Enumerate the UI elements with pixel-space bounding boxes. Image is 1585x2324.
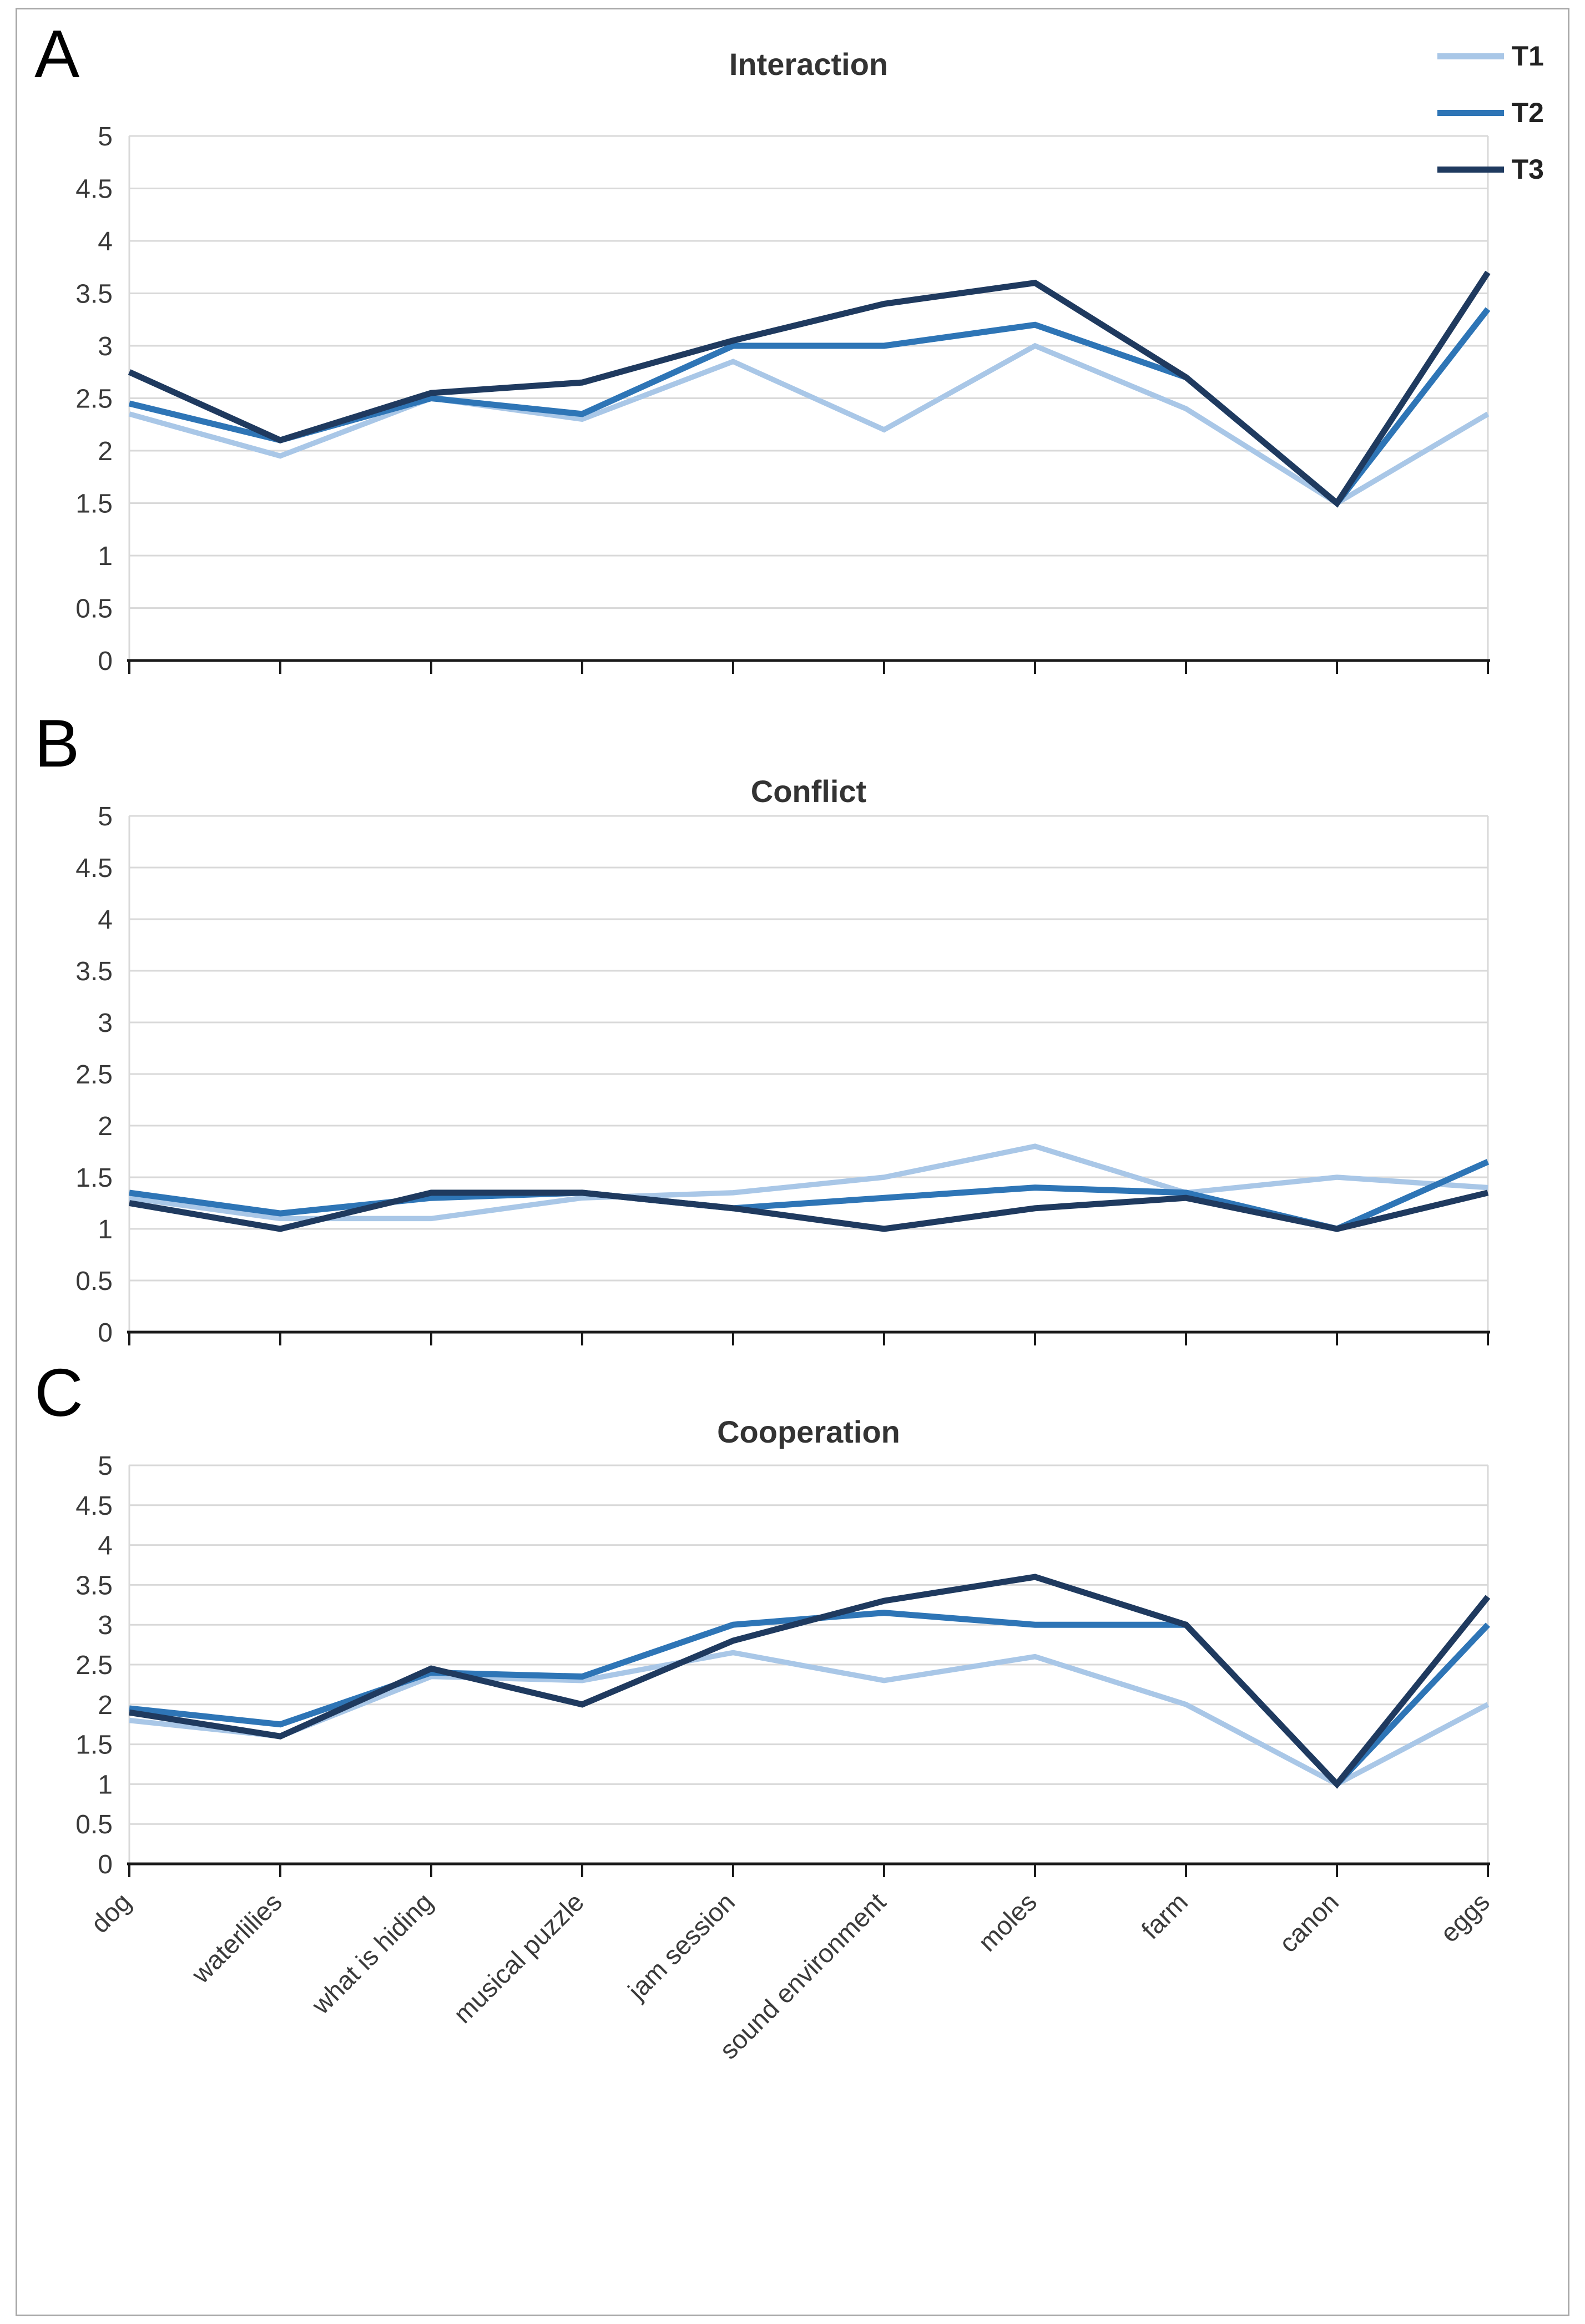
y-tick-label: 1 (98, 1770, 113, 1799)
chart-title-conflict: Conflict (750, 774, 867, 809)
y-tick-label: 5 (98, 802, 113, 831)
y-tick-label: 1.5 (75, 1731, 113, 1760)
y-tick-label: 3 (98, 1009, 113, 1038)
y-tick-label: 3 (98, 1611, 113, 1640)
y-tick-label: 1 (98, 542, 113, 571)
y-tick-label: 4 (98, 1531, 113, 1561)
x-category-label: moles (972, 1887, 1042, 1957)
figure-frame (16, 8, 1569, 2316)
y-tick-label: 3.5 (75, 957, 113, 986)
series-line-t3 (128, 270, 1491, 508)
panel-b-plot: 0 0.5 1 1.5 2 2.5 3 3.5 4 4.5 5 (75, 802, 1490, 1348)
y-tick-label: 3.5 (75, 1571, 113, 1600)
legend-label-t1: T1 (1511, 41, 1544, 72)
legend-label-t2: T2 (1511, 97, 1544, 128)
y-tick-label: 4.5 (75, 175, 113, 204)
y-tick-label: 2.5 (75, 1060, 113, 1090)
y-tick-label: 1 (98, 1215, 113, 1244)
legend-swatch-t2 (1437, 109, 1504, 116)
y-tick-label: 0.5 (75, 1267, 113, 1296)
y-tick-label: 2 (98, 1112, 113, 1141)
x-category-label: canon (1273, 1887, 1344, 1958)
legend: T1 T2 T3 (1437, 42, 1544, 183)
y-tick-label: 1.5 (75, 1163, 113, 1193)
chart-title-interaction: Interaction (729, 47, 889, 82)
y-tick-label: 3 (98, 332, 113, 361)
panel-a-plot: 0 0.5 1 1.5 2 2.5 3 3.5 4 4.5 5 (75, 122, 1491, 676)
panel-letter-c: C (34, 1355, 84, 1430)
legend-swatch-t3 (1437, 166, 1504, 173)
chart-title-cooperation: Cooperation (717, 1414, 900, 1449)
y-tick-label: 5 (98, 1451, 113, 1481)
y-tick-label: 0.5 (75, 594, 113, 624)
x-category-label: sound environment (714, 1887, 891, 2065)
y-tick-label: 2 (98, 1691, 113, 1720)
legend-item-t3: T3 (1437, 155, 1544, 183)
series-line-t2 (128, 307, 1491, 508)
y-tick-label: 4 (98, 227, 113, 256)
y-tick-label: 5 (98, 122, 113, 152)
y-tick-label: 1.5 (75, 490, 113, 519)
y-tick-label: 0 (98, 647, 113, 676)
series-line-t3 (129, 1574, 1491, 1789)
y-tick-label: 0 (98, 1318, 113, 1348)
x-category-label: musical puzzle (448, 1887, 589, 2029)
series-line-t1 (129, 1650, 1490, 1787)
x-category-label: farm (1135, 1887, 1193, 1945)
y-tick-label: 4.5 (75, 1491, 113, 1521)
series-line-t1 (129, 1143, 1488, 1222)
y-tick-label: 0.5 (75, 1810, 113, 1839)
y-tick-label: 0 (98, 1850, 113, 1879)
y-tick-label: 2 (98, 437, 113, 466)
x-category-label: waterlilies (185, 1887, 287, 1989)
x-category-label: what is hiding (306, 1887, 439, 2020)
x-category-label: eggs (1435, 1887, 1496, 1948)
x-category-label: jam session (622, 1887, 740, 2006)
y-tick-label: 4.5 (75, 854, 113, 883)
legend-label-t3: T3 (1511, 154, 1544, 185)
y-tick-label: 4 (98, 905, 113, 935)
panel-letter-a: A (34, 16, 80, 92)
panel-c-plot: 0 0.5 1 1.5 2 2.5 3 3.5 4 4.5 5 dog waterlilies what … (75, 1451, 1495, 2065)
legend-swatch-t1 (1437, 53, 1504, 59)
y-tick-label: 2.5 (75, 385, 113, 414)
panel-letter-b: B (34, 705, 80, 781)
series-line-t3 (129, 1189, 1489, 1232)
y-tick-label: 2.5 (75, 1651, 113, 1680)
legend-item-t1: T1 (1437, 42, 1544, 70)
x-category-label: dog (85, 1887, 137, 1939)
y-tick-label: 3.5 (75, 280, 113, 309)
series-line-t1 (128, 342, 1490, 507)
legend-item-t2: T2 (1437, 99, 1544, 127)
